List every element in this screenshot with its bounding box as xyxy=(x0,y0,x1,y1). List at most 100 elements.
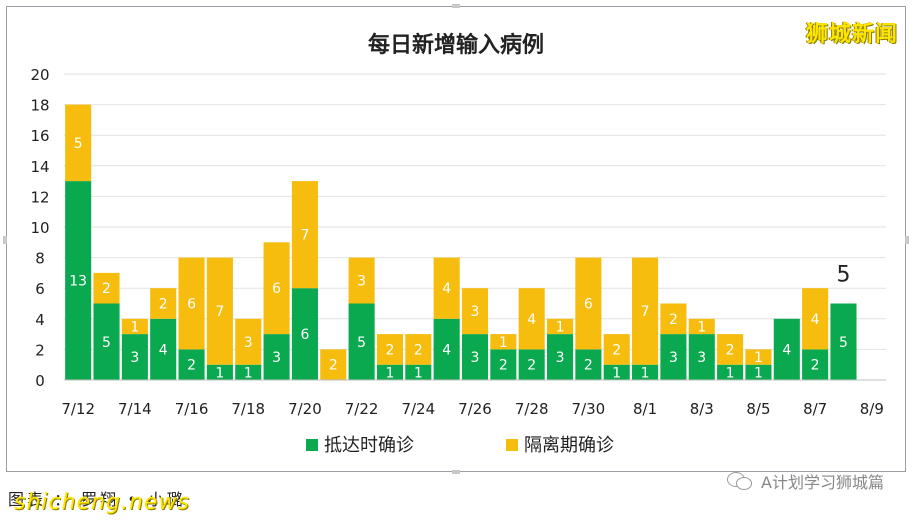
y-tick-label: 0 xyxy=(35,372,45,390)
data-label: 4 xyxy=(442,342,451,358)
watermark-logo: 狮城新闻 xyxy=(805,22,898,47)
bar-segment xyxy=(632,364,659,380)
bar-segment xyxy=(660,334,687,380)
x-tick-label: 7/16 xyxy=(175,400,209,418)
data-label: 7 xyxy=(641,304,650,320)
y-tick-label: 2 xyxy=(35,341,45,359)
data-label: 1 xyxy=(641,365,650,381)
y-tick-label: 20 xyxy=(30,66,49,84)
bar-segment xyxy=(433,318,460,380)
data-label: 5 xyxy=(102,335,111,351)
data-label: 2 xyxy=(612,342,621,358)
chart-title: 每日新增输入病例 xyxy=(368,32,544,58)
data-label: 2 xyxy=(187,358,196,374)
gridlines xyxy=(64,73,886,350)
y-tick-label: 6 xyxy=(35,280,45,298)
data-label: 4 xyxy=(159,342,168,358)
wechat-account: A计划学习狮城篇 xyxy=(727,470,884,492)
data-label: 3 xyxy=(357,274,366,290)
x-tick-label: 7/30 xyxy=(572,400,606,418)
resize-handle-right[interactable] xyxy=(905,236,909,244)
bar-segment xyxy=(150,318,177,380)
data-label: 3 xyxy=(669,350,678,366)
bar-segment xyxy=(121,318,148,335)
y-tick-label: 14 xyxy=(30,158,49,176)
x-tick-label: 7/18 xyxy=(231,400,265,418)
x-tick-label: 8/1 xyxy=(633,400,657,418)
data-label: 3 xyxy=(272,350,281,366)
data-label: 2 xyxy=(414,342,423,358)
bar-segment xyxy=(235,318,262,365)
data-label: 1 xyxy=(726,365,735,381)
y-tick-label: 8 xyxy=(35,250,45,268)
data-label: 2 xyxy=(811,358,820,374)
bar-segment xyxy=(490,349,517,380)
bar-segment xyxy=(575,257,602,350)
legend-swatch xyxy=(506,439,518,451)
data-label: 2 xyxy=(329,358,338,374)
bar-segment xyxy=(178,349,205,380)
bar-segment xyxy=(632,257,659,365)
bar-segment xyxy=(717,364,744,380)
bar-segment xyxy=(717,334,744,365)
x-tick-label: 8/5 xyxy=(746,400,770,418)
x-tick-label: 7/12 xyxy=(61,400,95,418)
data-label: 1 xyxy=(244,365,253,381)
data-label: 13 xyxy=(69,274,87,290)
x-tick-label: 8/9 xyxy=(860,400,884,418)
bar-segment xyxy=(376,364,404,380)
bar-segment xyxy=(121,334,148,380)
bar-segment xyxy=(745,364,772,380)
data-label: 1 xyxy=(754,365,763,381)
data-label: 6 xyxy=(584,297,593,313)
data-label: 4 xyxy=(782,342,791,358)
bar-segment xyxy=(263,334,290,380)
legend-entry: 隔离期确诊 xyxy=(524,435,614,456)
data-label: 2 xyxy=(386,342,395,358)
x-tick-label: 7/28 xyxy=(515,400,549,418)
data-label: 3 xyxy=(130,350,139,366)
y-tick-label: 4 xyxy=(35,311,45,329)
bar-segment xyxy=(490,334,517,350)
bar-segment xyxy=(348,257,375,304)
bar-segment xyxy=(405,334,432,365)
wechat-icon xyxy=(727,472,753,490)
bar-segment xyxy=(688,334,715,380)
bar-segment xyxy=(575,349,602,380)
bar-segment xyxy=(320,349,347,380)
bar-segment xyxy=(802,349,829,380)
bar-segment xyxy=(603,364,630,380)
data-label: 7 xyxy=(300,228,309,244)
bar-segment xyxy=(461,288,489,335)
data-label: 1 xyxy=(215,365,224,381)
data-label: 1 xyxy=(130,319,139,335)
bar-segment xyxy=(830,303,857,380)
bar-segment xyxy=(802,288,829,350)
bar-segment xyxy=(660,303,687,335)
data-label: 2 xyxy=(669,312,678,328)
bar-segment xyxy=(405,364,432,380)
bar-segment xyxy=(291,288,318,380)
x-tick-label: 7/20 xyxy=(288,400,322,418)
bar-segment xyxy=(688,318,715,335)
chart-frame xyxy=(6,6,906,472)
data-label: 3 xyxy=(471,350,480,366)
resize-handle-bottom[interactable] xyxy=(452,470,460,474)
resize-handle-left[interactable] xyxy=(3,236,7,244)
bar-segment xyxy=(206,257,233,365)
resize-handle-top[interactable] xyxy=(452,4,460,8)
x-tick-label: 7/24 xyxy=(401,400,435,418)
legend-swatch xyxy=(306,439,318,451)
bar-segment xyxy=(603,334,630,365)
bar-segment xyxy=(518,288,545,350)
bar-segment xyxy=(518,349,545,380)
data-label: 5 xyxy=(839,335,848,351)
data-label: 2 xyxy=(102,281,111,297)
data-label: 5 xyxy=(74,136,83,152)
legend-entry: 抵达时确诊 xyxy=(324,435,414,456)
bar-segment xyxy=(65,181,92,380)
bar-segment xyxy=(206,364,233,380)
